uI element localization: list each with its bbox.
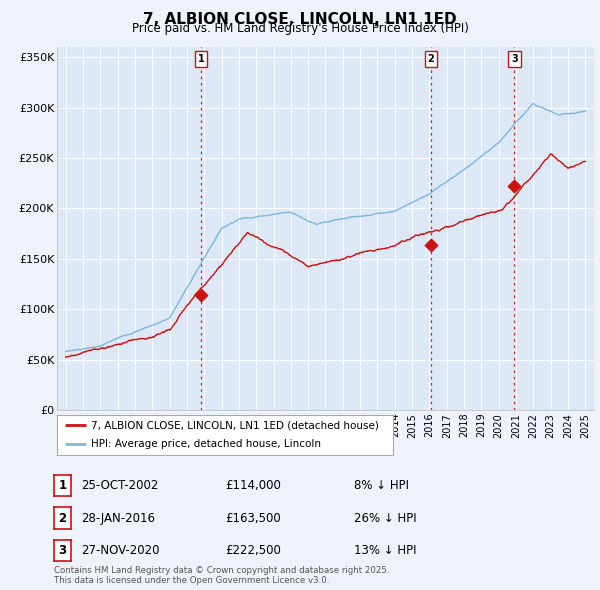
Text: 3: 3 (511, 54, 518, 64)
Text: 25-OCT-2002: 25-OCT-2002 (81, 479, 158, 492)
Text: £222,500: £222,500 (225, 544, 281, 557)
Text: 2: 2 (427, 54, 434, 64)
Text: 2: 2 (58, 512, 67, 525)
Text: 26% ↓ HPI: 26% ↓ HPI (354, 512, 416, 525)
Point (196, 290, 206, 300)
Text: HPI: Average price, detached house, Lincoln: HPI: Average price, detached house, Linc… (91, 439, 320, 449)
Text: 13% ↓ HPI: 13% ↓ HPI (354, 544, 416, 557)
Text: 8% ↓ HPI: 8% ↓ HPI (354, 479, 409, 492)
Text: Price paid vs. HM Land Registry's House Price Index (HPI): Price paid vs. HM Land Registry's House … (131, 22, 469, 35)
Point (509, 181, 519, 191)
Text: 1: 1 (198, 54, 205, 64)
Text: £114,000: £114,000 (225, 479, 281, 492)
Point (426, 241, 436, 250)
Text: Contains HM Land Registry data © Crown copyright and database right 2025.
This d: Contains HM Land Registry data © Crown c… (54, 566, 389, 585)
Text: 1: 1 (58, 479, 67, 492)
Text: 7, ALBION CLOSE, LINCOLN, LN1 1ED: 7, ALBION CLOSE, LINCOLN, LN1 1ED (143, 12, 457, 27)
Text: 27-NOV-2020: 27-NOV-2020 (81, 544, 160, 557)
Text: 3: 3 (58, 544, 67, 557)
Text: 7, ALBION CLOSE, LINCOLN, LN1 1ED (detached house): 7, ALBION CLOSE, LINCOLN, LN1 1ED (detac… (91, 421, 379, 430)
Text: 28-JAN-2016: 28-JAN-2016 (81, 512, 155, 525)
Text: £163,500: £163,500 (225, 512, 281, 525)
